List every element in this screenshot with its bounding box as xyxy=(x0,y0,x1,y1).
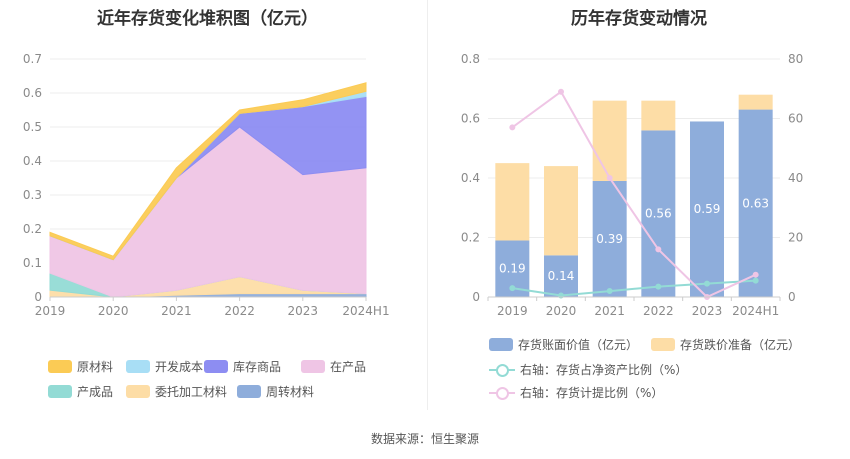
y-tick-label: 0 xyxy=(472,290,480,304)
y-tick-label: 0 xyxy=(34,290,42,304)
legend-swatch xyxy=(489,363,515,377)
y2-tick-label: 60 xyxy=(788,112,803,126)
line-右轴：存货占净资产比例（%） xyxy=(512,279,756,297)
y-tick-label: 0.2 xyxy=(461,231,480,245)
bar-存货跌价准备（亿元） xyxy=(738,94,773,110)
y-tick-label: 0.4 xyxy=(461,171,480,185)
legend-label: 存货跌价准备（亿元） xyxy=(680,338,801,352)
line-point xyxy=(655,283,662,290)
x-tick-label: 2021 xyxy=(594,304,625,318)
line-point xyxy=(558,88,564,95)
y-tick-label: 0.4 xyxy=(23,154,42,168)
panel-divider xyxy=(427,0,428,410)
legend-item[interactable]: 右轴：存货占净资产比例（%） xyxy=(489,361,687,378)
y-tick-label: 0.1 xyxy=(23,256,42,270)
legend-item[interactable]: 原材料 xyxy=(48,358,113,375)
legend-swatch xyxy=(204,360,228,373)
line-point xyxy=(606,288,613,295)
legend-label: 委托加工材料 xyxy=(155,385,228,399)
line-point xyxy=(606,175,613,181)
legend-swatch xyxy=(489,386,515,400)
y2-tick-label: 20 xyxy=(788,231,803,245)
x-tick-label: 2024H1 xyxy=(342,304,389,318)
x-tick-label: 2021 xyxy=(161,304,192,318)
stacked-area-chart: 0 0.1 0.2 0.3 0.4 0.5 0.6 0.7 2019 2020 2021 2022 20… xyxy=(23,52,390,318)
inventory-bar-line-chart: 0 0.2 0.4 0.6 0.8 0 20 40 60 80 0.19 0.14 0.39 0.56 0.… xyxy=(461,52,803,318)
bar-存货账面价值（亿元） xyxy=(690,121,724,297)
right-chart-title: 历年存货变动情况 xyxy=(571,9,707,29)
y-tick-label: 0.8 xyxy=(461,52,480,66)
bar-value-label: 0.19 xyxy=(499,262,526,276)
legend-item[interactable]: 委托加工材料 xyxy=(126,383,227,400)
x-tick-label: 2023 xyxy=(288,304,319,318)
line-右轴：存货计提比例（%） xyxy=(511,90,757,299)
legend-swatch xyxy=(651,338,675,351)
line-point xyxy=(509,285,516,292)
y-tick-label: 0.6 xyxy=(461,112,480,126)
legend-swatch xyxy=(237,385,261,398)
x-tick-label: 2019 xyxy=(35,304,66,318)
bar-存货账面价值（亿元） xyxy=(738,109,773,297)
line-point xyxy=(704,280,710,287)
left-chart-title: 近年存货变化堆积图（亿元） xyxy=(97,9,318,29)
bar-value-label: 0.63 xyxy=(742,196,769,210)
legend-item[interactable]: 右轴：存货计提比例（%） xyxy=(489,384,663,401)
bar-value-label: 0.56 xyxy=(645,207,672,221)
y-tick-label: 0.3 xyxy=(23,188,42,202)
legend-item[interactable]: 存货跌价准备（亿元） xyxy=(651,336,800,353)
legend-item[interactable]: 开发成本 xyxy=(126,358,203,375)
x-tick-label: 2024H1 xyxy=(732,304,779,318)
line-point xyxy=(509,124,516,131)
bar-存货账面价值（亿元） xyxy=(592,180,627,297)
legend-swatch xyxy=(126,385,150,398)
bar-value-label: 0.39 xyxy=(596,232,623,246)
legend-swatch xyxy=(48,360,72,373)
y2-tick-label: 80 xyxy=(788,52,803,66)
legend-label: 产成品 xyxy=(77,385,114,399)
x-tick-label: 2022 xyxy=(643,304,674,318)
legend-item[interactable]: 产成品 xyxy=(48,383,113,400)
x-tick-label: 2020 xyxy=(546,304,577,318)
legend-swatch xyxy=(126,360,150,373)
line-point xyxy=(752,271,759,278)
bar-存货跌价准备（亿元） xyxy=(641,100,676,131)
x-tick-label: 2022 xyxy=(224,304,255,318)
legend-swatch xyxy=(301,360,325,373)
legend-item[interactable]: 在产品 xyxy=(301,358,366,375)
data-source: 数据来源：恒生聚源 xyxy=(370,432,479,446)
legend-label: 库存商品 xyxy=(233,360,282,374)
y-tick-label: 0.6 xyxy=(23,86,42,100)
bar-存货账面价值（亿元） xyxy=(544,255,578,297)
y2-tick-label: 0 xyxy=(788,290,796,304)
bar-存货跌价准备（亿元） xyxy=(544,166,578,256)
y-tick-label: 0.2 xyxy=(23,222,42,236)
legend-label: 右轴：存货占净资产比例（%） xyxy=(520,363,688,377)
bar-存货跌价准备（亿元） xyxy=(495,163,530,241)
bar-value-label: 0.59 xyxy=(694,202,721,216)
legend-swatch xyxy=(48,385,72,398)
line-point xyxy=(655,246,662,253)
x-tick-label: 2020 xyxy=(98,304,129,318)
legend-item[interactable]: 存货账面价值（亿元） xyxy=(489,336,638,353)
line-point xyxy=(752,277,759,284)
legend-item[interactable]: 库存商品 xyxy=(204,358,281,375)
x-tick-label: 2023 xyxy=(692,304,723,318)
bar-value-label: 0.14 xyxy=(548,269,575,283)
legend-label: 开发成本 xyxy=(155,360,204,374)
y-tick-label: 0.7 xyxy=(23,52,42,66)
legend-label: 周转材料 xyxy=(266,385,315,399)
x-tick-label: 2019 xyxy=(497,304,528,318)
legend-item[interactable]: 周转材料 xyxy=(237,383,314,400)
legend-label: 原材料 xyxy=(77,360,114,374)
bar-存货跌价准备（亿元） xyxy=(592,100,627,181)
legend-swatch xyxy=(489,338,513,351)
area-原材料 xyxy=(49,82,367,261)
y2-tick-label: 40 xyxy=(788,171,803,185)
bar-存货账面价值（亿元） xyxy=(641,130,676,297)
legend-label: 存货账面价值（亿元） xyxy=(518,338,639,352)
y-tick-label: 0.5 xyxy=(23,120,42,134)
legend-label: 在产品 xyxy=(330,360,367,374)
legend-label: 右轴：存货计提比例（%） xyxy=(520,386,664,400)
